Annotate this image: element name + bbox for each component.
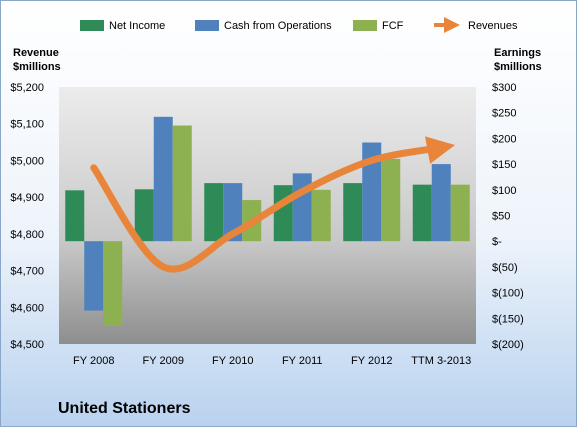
x-tick-label: FY 2008 bbox=[73, 355, 114, 367]
x-tick-label: TTM 3-2013 bbox=[411, 355, 471, 367]
legend-swatch bbox=[80, 20, 104, 31]
revenue-curve bbox=[90, 136, 456, 273]
right-tick-label: $50 bbox=[492, 211, 510, 223]
bar bbox=[450, 184, 470, 242]
x-tick-label: FY 2011 bbox=[282, 355, 323, 367]
left-tick-label: $5,000 bbox=[10, 155, 44, 167]
left-axis-title: Revenue bbox=[13, 47, 59, 59]
right-axis-title: Earnings bbox=[494, 47, 541, 59]
left-tick-label: $5,200 bbox=[10, 82, 44, 94]
left-tick-label: $5,100 bbox=[10, 119, 44, 131]
right-tick-label: $(50) bbox=[492, 262, 518, 274]
bar bbox=[84, 241, 104, 311]
legend: Net Income Cash from Operations FCF Revenue… bbox=[80, 17, 518, 33]
legend-swatch bbox=[195, 20, 219, 31]
right-axis-unit: $millions bbox=[494, 61, 542, 73]
right-tick-label: $(100) bbox=[492, 288, 524, 300]
left-axis: Revenue $millions $5,200 $5,100 $5,000 $4,900… bbox=[10, 47, 60, 351]
bar bbox=[343, 183, 363, 242]
left-tick-label: $4,900 bbox=[10, 192, 44, 204]
legend-label: Revenues bbox=[468, 20, 518, 32]
bar bbox=[204, 183, 224, 242]
bar bbox=[381, 158, 401, 242]
right-tick-label: $250 bbox=[492, 108, 516, 120]
legend-swatch bbox=[353, 20, 377, 31]
bar bbox=[65, 190, 85, 242]
left-axis-unit: $millions bbox=[13, 61, 61, 73]
left-tick-label: $4,600 bbox=[10, 302, 44, 314]
bar bbox=[362, 142, 382, 242]
x-axis: FY 2008 FY 2009 FY 2010 FY 2011 FY 2012 TTM 3… bbox=[73, 355, 471, 367]
bar bbox=[153, 116, 173, 242]
bar bbox=[103, 241, 123, 327]
company-name: United Stationers bbox=[58, 400, 191, 417]
bar bbox=[292, 173, 312, 242]
bars bbox=[65, 116, 470, 327]
left-tick-label: $4,800 bbox=[10, 229, 44, 241]
right-tick-label: $100 bbox=[492, 185, 516, 197]
right-tick-label: $- bbox=[492, 236, 502, 248]
right-tick-label: $(200) bbox=[492, 339, 524, 351]
revenue-line bbox=[90, 136, 456, 273]
x-tick-label: FY 2010 bbox=[212, 355, 253, 367]
right-tick-label: $150 bbox=[492, 159, 516, 171]
legend-label: Net Income bbox=[109, 20, 165, 32]
legend-label: FCF bbox=[382, 20, 404, 32]
right-axis: Earnings $millions $300 $250 $200 $150 $100 $50… bbox=[492, 47, 542, 351]
right-tick-label: $(150) bbox=[492, 313, 524, 325]
bar bbox=[431, 164, 451, 242]
bar bbox=[223, 183, 243, 242]
x-tick-label: FY 2012 bbox=[351, 355, 392, 367]
right-tick-label: $300 bbox=[492, 82, 516, 94]
bar bbox=[412, 184, 432, 242]
left-tick-label: $4,500 bbox=[10, 339, 44, 351]
right-tick-label: $200 bbox=[492, 133, 516, 145]
bar bbox=[273, 185, 293, 242]
bar bbox=[172, 125, 192, 242]
bar bbox=[311, 189, 331, 242]
bar bbox=[134, 189, 154, 242]
x-tick-label: FY 2009 bbox=[143, 355, 184, 367]
legend-label: Cash from Operations bbox=[224, 20, 332, 32]
left-tick-label: $4,700 bbox=[10, 266, 44, 278]
